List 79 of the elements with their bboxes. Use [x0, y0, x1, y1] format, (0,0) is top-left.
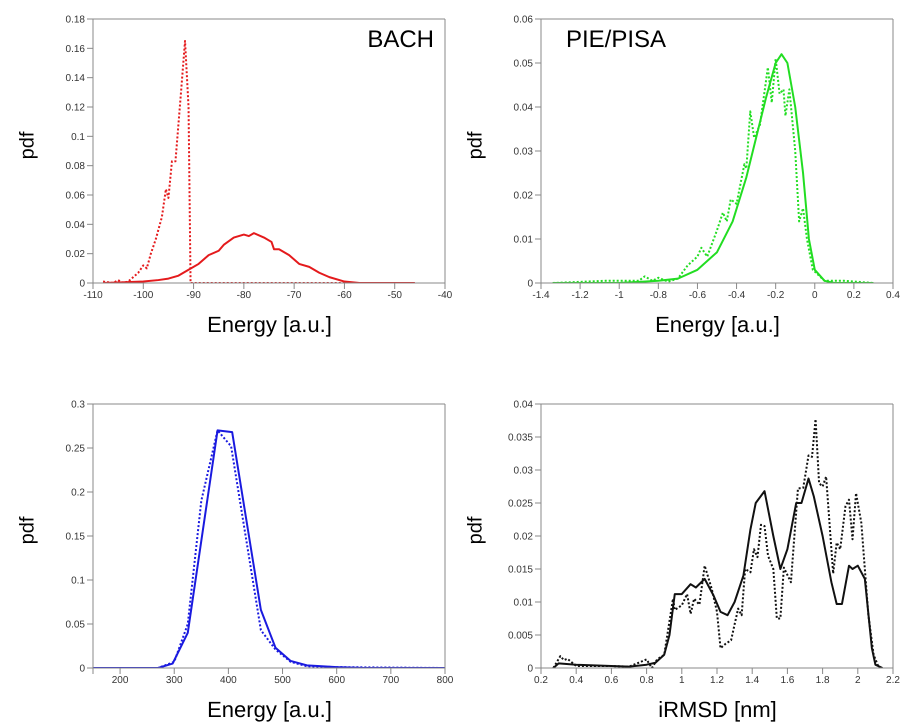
y-tick-label: 0 — [79, 664, 86, 675]
y-tick-label: 0.16 — [66, 44, 86, 55]
y-tick-label: 0.08 — [66, 161, 86, 172]
y-tick-label: 0.2 — [71, 488, 86, 499]
x-tick-label: -100 — [133, 290, 154, 302]
y-tick-label: 0.03 — [514, 146, 534, 158]
y-axis-title: pdf — [464, 132, 488, 160]
x-axis-title: Energy [a.u.] — [654, 312, 781, 338]
y-tick-label: 0.14 — [66, 73, 86, 84]
x-axis-title: Energy [a.u.] — [206, 697, 333, 723]
x-tick-label: -90 — [186, 290, 202, 302]
y-axis-title: pdf — [16, 132, 40, 160]
y-tick-label: 0.005 — [508, 630, 534, 642]
x-tick-label: 2.2 — [886, 675, 900, 686]
x-tick-label: -1 — [614, 290, 624, 302]
x-tick-label: -1.2 — [571, 290, 590, 302]
x-tick-label: 1.2 — [710, 675, 724, 686]
y-tick-label: 0.18 — [66, 14, 86, 26]
y-axis-title: pdf — [464, 516, 488, 544]
x-tick-label: 300 — [166, 675, 184, 686]
y-tick-label: 0.02 — [514, 532, 534, 543]
y-tick-label: 0.01 — [514, 598, 534, 609]
y-tick-label: 0.06 — [514, 14, 534, 26]
y-tick-label: 0 — [527, 278, 534, 290]
x-tick-label: 0.8 — [640, 675, 654, 686]
x-tick-label: 1.8 — [816, 675, 830, 686]
y-tick-label: 0.1 — [71, 576, 86, 587]
x-tick-label: -0.4 — [728, 290, 746, 302]
y-tick-label: 0.03 — [514, 466, 534, 477]
y-tick-label: 0.25 — [66, 444, 86, 455]
y-tick-label: 0.05 — [66, 620, 86, 631]
y-tick-label: 0.3 — [71, 400, 86, 411]
x-tick-label: 1 — [679, 675, 686, 686]
x-tick-label: 600 — [328, 675, 346, 686]
x-tick-label: -40 — [438, 290, 453, 302]
y-tick-label: 0.02 — [514, 190, 534, 202]
y-tick-label: 0.15 — [66, 532, 86, 543]
y-tick-label: 0.1 — [71, 132, 86, 143]
x-tick-label: 0.2 — [846, 290, 862, 302]
x-axis-title: Energy [a.u.] — [206, 312, 333, 338]
y-tick-label: 0 — [527, 664, 534, 675]
y-tick-label: 0 — [79, 278, 86, 290]
x-tick-label: -0.2 — [767, 290, 785, 302]
x-tick-label: -0.6 — [688, 290, 706, 302]
x-tick-label: 800 — [436, 675, 454, 686]
y-tick-label: 0.04 — [514, 400, 534, 411]
y-tick-label: 0.12 — [66, 102, 86, 114]
x-axis-title: iRMSD [nm] — [657, 697, 778, 723]
x-tick-label: 0 — [812, 290, 818, 302]
x-tick-label: -0.8 — [650, 290, 668, 302]
x-tick-label: -50 — [387, 290, 402, 302]
y-tick-label: 0.04 — [514, 102, 534, 114]
x-tick-label: 0.2 — [534, 675, 548, 686]
x-tick-label: 0.6 — [604, 675, 619, 686]
x-tick-label: -70 — [286, 290, 302, 302]
y-tick-label: 0.025 — [508, 498, 534, 510]
y-tick-label: 0.035 — [508, 432, 534, 444]
x-tick-label: 400 — [220, 675, 238, 686]
y-axis-title: pdf — [16, 516, 40, 544]
chart-title: BACH — [367, 26, 434, 54]
x-tick-label: -1.4 — [532, 290, 550, 302]
x-tick-label: 700 — [382, 675, 400, 686]
y-tick-label: 0.05 — [514, 58, 534, 70]
x-tick-label: 500 — [274, 675, 292, 686]
y-tick-label: 0.04 — [66, 220, 86, 231]
y-tick-label: 0.06 — [66, 190, 86, 202]
y-tick-label: 0.015 — [508, 564, 534, 576]
x-tick-label: -60 — [337, 290, 352, 302]
x-tick-label: 0.4 — [569, 675, 584, 686]
x-tick-label: 1.4 — [745, 675, 760, 686]
x-tick-label: 2 — [855, 675, 862, 686]
x-tick-label: -80 — [236, 290, 252, 302]
x-tick-label: -110 — [83, 290, 104, 302]
y-tick-label: 0.01 — [514, 234, 534, 246]
chart-title: PIE/PISA — [566, 26, 666, 54]
x-tick-label: 1.6 — [780, 675, 795, 686]
x-tick-label: 200 — [112, 675, 129, 686]
x-tick-label: 0.4 — [886, 290, 900, 302]
y-tick-label: 0.02 — [66, 249, 86, 260]
